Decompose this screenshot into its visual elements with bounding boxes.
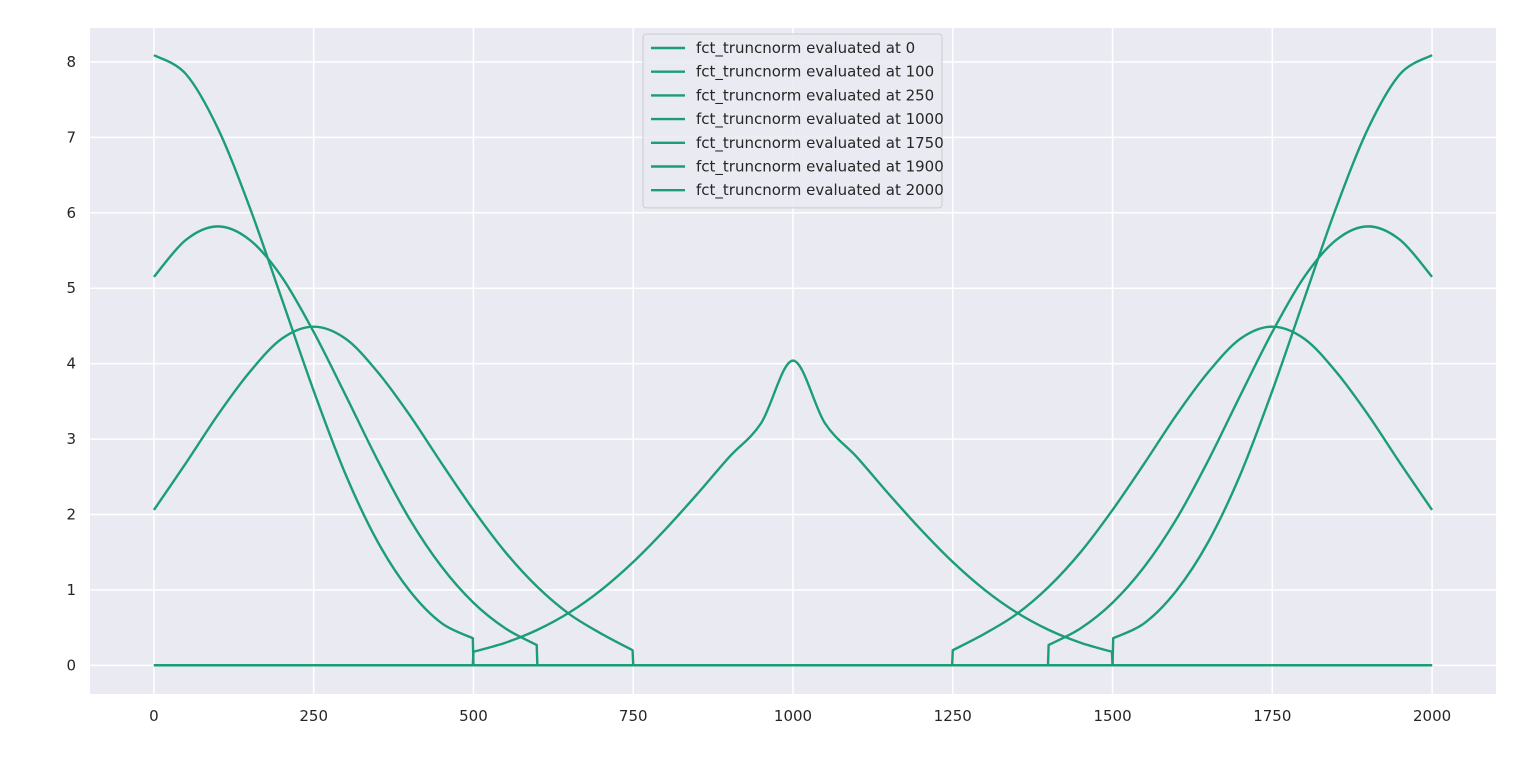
series-line-6 bbox=[153, 225, 1434, 667]
series-line-4 bbox=[153, 359, 1433, 667]
series-lines bbox=[152, 54, 1434, 667]
y-tick-label: 4 bbox=[66, 355, 76, 373]
y-tick-label: 1 bbox=[66, 581, 76, 599]
legend-label: fct_truncnorm evaluated at 100 bbox=[696, 63, 934, 82]
legend: fct_truncnorm evaluated at 0 fct_truncnor… bbox=[642, 33, 944, 209]
y-tick-label: 0 bbox=[66, 656, 76, 674]
y-tick-label: 3 bbox=[66, 430, 76, 448]
legend-label: fct_truncnorm evaluated at 2000 bbox=[696, 181, 944, 200]
x-tick-label: 250 bbox=[299, 707, 328, 725]
x-tick-label: 1750 bbox=[1253, 707, 1291, 725]
legend-label: fct_truncnorm evaluated at 250 bbox=[696, 86, 934, 105]
y-tick-label: 8 bbox=[66, 53, 76, 71]
series-line-3 bbox=[152, 325, 1433, 667]
x-tick-label: 500 bbox=[459, 707, 488, 725]
series-line-2 bbox=[152, 225, 1433, 667]
x-tick-label: 1500 bbox=[1093, 707, 1131, 725]
x-tick-label: 0 bbox=[149, 707, 159, 725]
y-tick-label: 2 bbox=[66, 505, 76, 523]
legend-label: fct_truncnorm evaluated at 1750 bbox=[696, 134, 944, 153]
y-tick-label: 5 bbox=[66, 279, 76, 297]
y-axis-ticks: 0 1 2 3 4 5 6 7 8 bbox=[66, 53, 76, 674]
x-tick-label: 1000 bbox=[774, 707, 812, 725]
series-line-1 bbox=[153, 54, 1433, 667]
x-axis-ticks: 0 250 500 750 1000 1250 1500 1750 2000 bbox=[149, 707, 1451, 725]
series-line-5 bbox=[153, 325, 1434, 667]
legend-box bbox=[642, 33, 943, 209]
legend-label: fct_truncnorm evaluated at 1000 bbox=[696, 110, 944, 129]
x-tick-label: 750 bbox=[619, 707, 648, 725]
legend-label: fct_truncnorm evaluated at 1900 bbox=[696, 158, 944, 177]
x-tick-label: 2000 bbox=[1413, 707, 1451, 725]
legend-label: fct_truncnorm evaluated at 0 bbox=[696, 39, 915, 58]
y-tick-label: 6 bbox=[66, 204, 76, 222]
y-tick-label: 7 bbox=[66, 128, 76, 146]
x-tick-label: 1250 bbox=[934, 707, 972, 725]
series-line-7 bbox=[153, 54, 1433, 667]
